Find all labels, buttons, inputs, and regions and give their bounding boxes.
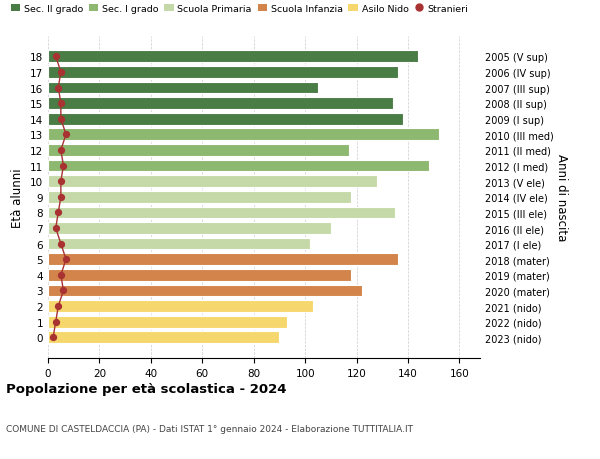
Point bbox=[53, 84, 63, 92]
Point bbox=[56, 100, 65, 107]
Bar bbox=[48, 207, 395, 219]
Bar bbox=[48, 129, 439, 141]
Bar bbox=[48, 238, 310, 250]
Y-axis label: Età alunni: Età alunni bbox=[11, 168, 25, 227]
Point bbox=[56, 116, 65, 123]
Point bbox=[49, 334, 58, 341]
Legend: Sec. II grado, Sec. I grado, Scuola Primaria, Scuola Infanzia, Asilo Nido, Stran: Sec. II grado, Sec. I grado, Scuola Prim… bbox=[11, 5, 468, 14]
Point bbox=[56, 241, 65, 248]
Point bbox=[56, 178, 65, 185]
Bar bbox=[48, 332, 280, 343]
Point bbox=[61, 131, 71, 139]
Text: COMUNE DI CASTELDACCIA (PA) - Dati ISTAT 1° gennaio 2024 - Elaborazione TUTTITAL: COMUNE DI CASTELDACCIA (PA) - Dati ISTAT… bbox=[6, 425, 413, 433]
Bar bbox=[48, 223, 331, 235]
Point bbox=[51, 319, 61, 326]
Y-axis label: Anni di nascita: Anni di nascita bbox=[554, 154, 568, 241]
Bar bbox=[48, 254, 398, 265]
Point bbox=[56, 272, 65, 279]
Bar bbox=[48, 83, 318, 94]
Point bbox=[59, 162, 68, 170]
Bar bbox=[48, 285, 362, 297]
Bar bbox=[48, 98, 392, 110]
Point bbox=[51, 225, 61, 232]
Bar bbox=[48, 67, 398, 78]
Point bbox=[56, 69, 65, 76]
Bar bbox=[48, 269, 352, 281]
Point bbox=[51, 54, 61, 61]
Point bbox=[61, 256, 71, 263]
Bar bbox=[48, 51, 418, 63]
Point bbox=[53, 303, 63, 310]
Text: Popolazione per età scolastica - 2024: Popolazione per età scolastica - 2024 bbox=[6, 382, 287, 396]
Bar bbox=[48, 176, 377, 188]
Bar bbox=[48, 316, 287, 328]
Point bbox=[56, 194, 65, 201]
Bar bbox=[48, 114, 403, 125]
Point bbox=[53, 209, 63, 217]
Point bbox=[56, 147, 65, 154]
Bar bbox=[48, 301, 313, 312]
Bar bbox=[48, 160, 428, 172]
Bar bbox=[48, 191, 352, 203]
Point bbox=[59, 287, 68, 295]
Bar bbox=[48, 145, 349, 157]
